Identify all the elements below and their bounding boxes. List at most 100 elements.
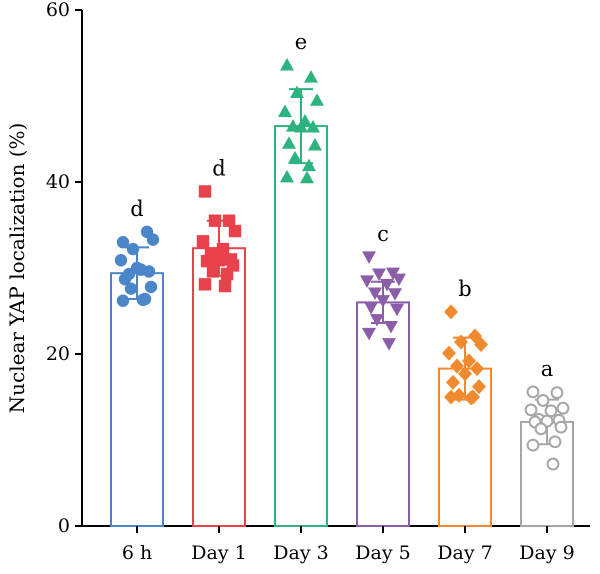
data-point — [368, 287, 382, 300]
data-point — [380, 278, 394, 292]
data-point — [222, 214, 236, 227]
data-point — [442, 345, 456, 361]
data-point — [524, 403, 538, 417]
data-point — [362, 327, 376, 341]
data-point — [116, 236, 130, 249]
data-point — [142, 265, 156, 278]
data-point — [364, 302, 378, 315]
x-tick-label: Day 1 — [191, 542, 246, 564]
data-point — [462, 353, 476, 369]
data-point — [200, 254, 214, 268]
data-point — [212, 254, 226, 267]
x-tick-labels: 6 h Day 1 Day 3 Day 5 Day 7 Day 9 — [122, 526, 575, 564]
data-point — [308, 138, 322, 151]
y-tick-label: 20 — [46, 343, 70, 365]
data-point — [216, 242, 230, 256]
data-point — [536, 394, 550, 407]
data-point — [130, 261, 144, 275]
data-point — [198, 278, 212, 291]
data-point — [384, 320, 398, 334]
data-point — [294, 119, 308, 133]
y-tick-label: 40 — [46, 171, 70, 193]
bar — [356, 301, 410, 527]
data-point — [550, 386, 564, 400]
axes: Nuclear YAP localization (%) — [5, 10, 590, 527]
y-ticks: 0 20 40 60 — [46, 0, 82, 537]
x-tick-label: Day 9 — [519, 542, 574, 564]
data-point — [534, 422, 548, 436]
data-point — [546, 457, 560, 471]
data-point — [444, 389, 458, 405]
significance-letter: d — [130, 197, 143, 221]
data-point — [544, 404, 558, 418]
y-axis-title: Nuclear YAP localization (%) — [5, 123, 29, 414]
data-point — [144, 280, 158, 294]
data-point — [474, 337, 488, 353]
data-point — [302, 158, 316, 172]
data-point — [126, 242, 140, 256]
data-point — [454, 334, 468, 350]
data-point — [382, 338, 396, 351]
x-tick-label: Day 7 — [437, 542, 492, 564]
data-point — [556, 401, 570, 415]
bars — [110, 125, 574, 527]
data-point — [146, 233, 160, 246]
data-point — [450, 358, 464, 374]
bar — [274, 125, 328, 527]
data-point — [306, 119, 320, 133]
significance-letter: e — [295, 30, 307, 54]
error-bars — [125, 88, 559, 446]
data-point — [372, 268, 386, 282]
data-point — [280, 169, 294, 183]
significance-letter: d — [212, 156, 225, 180]
data-point — [444, 304, 458, 320]
data-point — [116, 294, 130, 307]
bar — [110, 272, 164, 527]
data-point — [548, 435, 562, 449]
data-point — [362, 251, 376, 264]
data-point — [208, 214, 222, 227]
significance-letter: a — [541, 357, 554, 381]
data-point — [554, 420, 568, 434]
data-point — [282, 136, 296, 149]
data-point — [118, 272, 132, 286]
y-tick-label: 60 — [46, 0, 70, 21]
significance-letter: b — [458, 277, 471, 301]
data-points — [114, 58, 570, 471]
data-point — [464, 390, 478, 406]
data-point — [124, 282, 138, 295]
data-point — [446, 374, 460, 390]
data-point — [300, 170, 314, 184]
data-point — [304, 70, 318, 83]
data-point — [388, 288, 402, 301]
data-point — [390, 303, 404, 317]
data-point — [136, 293, 150, 307]
x-tick-label: Day 5 — [355, 542, 410, 564]
data-point — [206, 265, 220, 278]
data-point — [288, 150, 302, 164]
significance-letter: c — [377, 222, 389, 246]
data-point — [114, 254, 128, 267]
data-point — [376, 295, 390, 308]
data-point — [370, 314, 384, 327]
data-point — [468, 328, 482, 344]
x-tick-label: Day 3 — [273, 542, 328, 564]
data-point — [392, 273, 406, 287]
data-point — [290, 85, 304, 99]
data-point — [228, 224, 242, 238]
data-point — [218, 279, 232, 293]
data-point — [278, 104, 292, 117]
data-point — [196, 235, 210, 248]
data-point — [198, 185, 212, 198]
data-point — [220, 267, 234, 281]
data-point — [310, 93, 324, 106]
data-point — [470, 361, 484, 377]
data-point — [526, 385, 540, 399]
significance-letters: d d e c b a — [130, 30, 553, 381]
data-point — [526, 438, 540, 452]
x-tick-label: 6 h — [122, 542, 152, 564]
y-tick-label: 0 — [58, 515, 70, 537]
data-point — [458, 366, 472, 382]
data-point — [360, 275, 374, 288]
